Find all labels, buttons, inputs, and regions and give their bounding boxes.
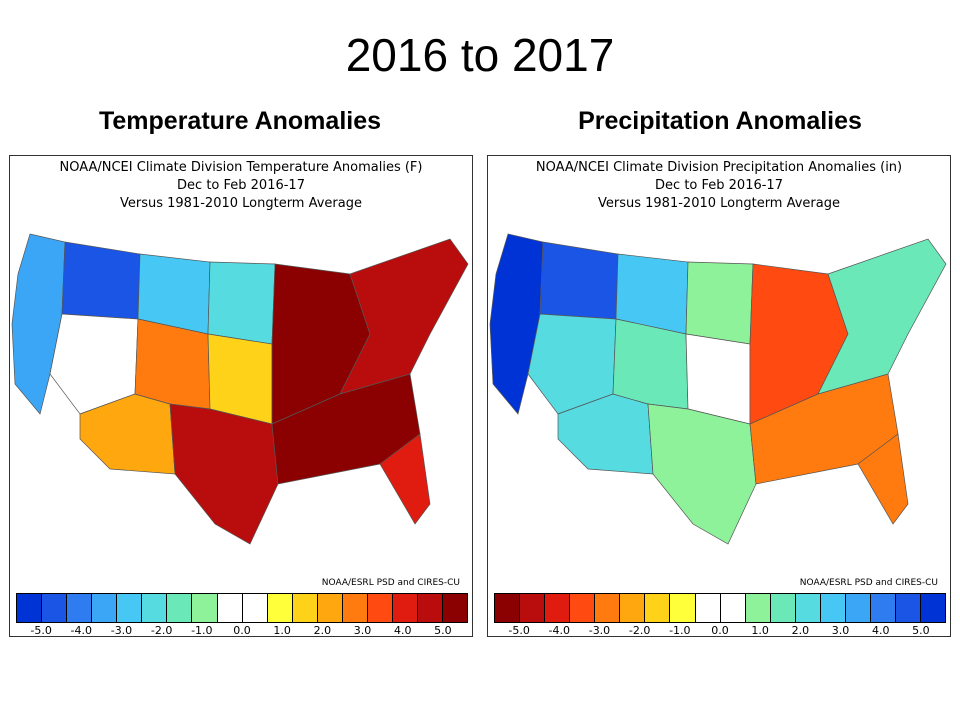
region-northwest [539,241,619,320]
colorbar-cell [595,594,621,622]
temperature-colorbar [16,593,468,623]
colorbar-cell [695,594,721,622]
colorbar-tick-label: -2.0 [150,624,173,637]
colorbar-tick-label: 3.0 [353,624,372,637]
colorbar-cell [495,594,521,622]
colorbar-cell [745,594,771,622]
colorbar-cell [545,594,571,622]
map-title-line-3: Versus 1981-2010 Longterm Average [120,196,362,211]
precipitation-colorbar [494,593,946,623]
region-west-coast [11,233,66,415]
colorbar-cell [342,594,368,622]
colorbar-cell [42,594,68,622]
region-northern-plains [685,261,754,345]
temperature-map-panel: NOAA/NCEI Climate Division Temperature A… [9,155,473,637]
colorbar-cell [17,594,43,622]
colorbar-cell [392,594,418,622]
precipitation-heading: Precipitation Anomalies [578,107,862,135]
colorbar-cell [870,594,896,622]
colorbar-tick-label: 4.0 [871,624,890,637]
colorbar-tick-label: -4.0 [70,624,93,637]
colorbar-tick-label: 3.0 [831,624,850,637]
temperature-colorbar-ticks: -5.0 -4.0 -3.0 -2.0 -1.0 0.0 1.0 2.0 3.0 4.0 5.0 [16,624,468,638]
colorbar-cell [820,594,846,622]
colorbar-tick-label: 5.0 [434,624,452,637]
region-southern-rockies [612,318,689,410]
colorbar-tick-label: -2.0 [628,624,651,637]
colorbar-cell [242,594,268,622]
colorbar-cell [795,594,821,622]
colorbar-tick-label: -5.0 [508,624,530,637]
temperature-heading: Temperature Anomalies [98,107,382,135]
map-credit: NOAA/ESRL PSD and CIRES-CU [799,578,938,588]
colorbar-tick-label: -4.0 [548,624,571,637]
colorbar-tick-label: 4.0 [393,624,412,637]
map-title-line-1: NOAA/NCEI Climate Division Temperature A… [59,160,423,175]
region-northeast [339,238,469,395]
colorbar-cell [192,594,218,622]
region-texas [647,403,757,545]
region-northeast [817,238,947,395]
temperature-anomaly-map [11,233,469,545]
colorbar-cell [292,594,318,622]
region-texas [169,403,279,545]
region-northern-plains [207,261,276,345]
region-northwest [61,241,141,320]
colorbar-cell [921,594,946,622]
colorbar-tick-label: 5.0 [912,624,930,637]
colorbar-cell [645,594,671,622]
colorbar-cell [570,594,596,622]
colorbar-cell [418,594,444,622]
colorbar-tick-label: 0.0 [711,624,729,637]
region-southern-rockies [134,318,211,410]
colorbar-tick-label: 2.0 [313,624,332,637]
colorbar-cell [67,594,93,622]
colorbar-cell [167,594,193,622]
colorbar-cell [620,594,646,622]
map-title-line-2: Dec to Feb 2016-17 [655,178,783,193]
map-title-line-2: Dec to Feb 2016-17 [177,178,305,193]
colorbar-tick-label: 2.0 [791,624,810,637]
colorbar-tick-label: -3.0 [110,624,133,637]
precipitation-colorbar-ticks: -5.0 -4.0 -3.0 -2.0 -1.0 0.0 1.0 2.0 3.0 4.0 5.0 [494,624,946,638]
colorbar-tick-label: 1.0 [273,624,291,637]
colorbar-cell [670,594,696,622]
precipitation-anomaly-map [489,233,947,545]
colorbar-tick-label: 0.0 [233,624,251,637]
colorbar-cell [367,594,393,622]
colorbar-cell [443,594,468,622]
colorbar-tick-label: -3.0 [588,624,611,637]
colorbar-cell [217,594,243,622]
colorbar-cell [770,594,796,622]
region-florida [857,433,909,525]
precipitation-map-panel: NOAA/NCEI Climate Division Precipitation… [487,155,951,637]
colorbar-cell [142,594,168,622]
colorbar-cell [117,594,143,622]
colorbar-tick-label: 1.0 [751,624,769,637]
map-title-line-1: NOAA/NCEI Climate Division Precipitation… [535,160,903,175]
colorbar-cell [720,594,746,622]
colorbar-tick-label: -5.0 [30,624,52,637]
map-title-line-3: Versus 1981-2010 Longterm Average [598,196,840,211]
colorbar-cell [317,594,343,622]
colorbar-cell [267,594,293,622]
colorbar-tick-label: -1.0 [191,624,213,637]
map-credit: NOAA/ESRL PSD and CIRES-CU [321,578,460,588]
colorbar-cell [896,594,922,622]
colorbar-cell [520,594,546,622]
region-west-coast [489,233,544,415]
region-florida [379,433,431,525]
slide-title: 2016 to 2017 [345,29,615,81]
colorbar-cell [92,594,118,622]
colorbar-cell [845,594,871,622]
colorbar-tick-label: -1.0 [669,624,691,637]
